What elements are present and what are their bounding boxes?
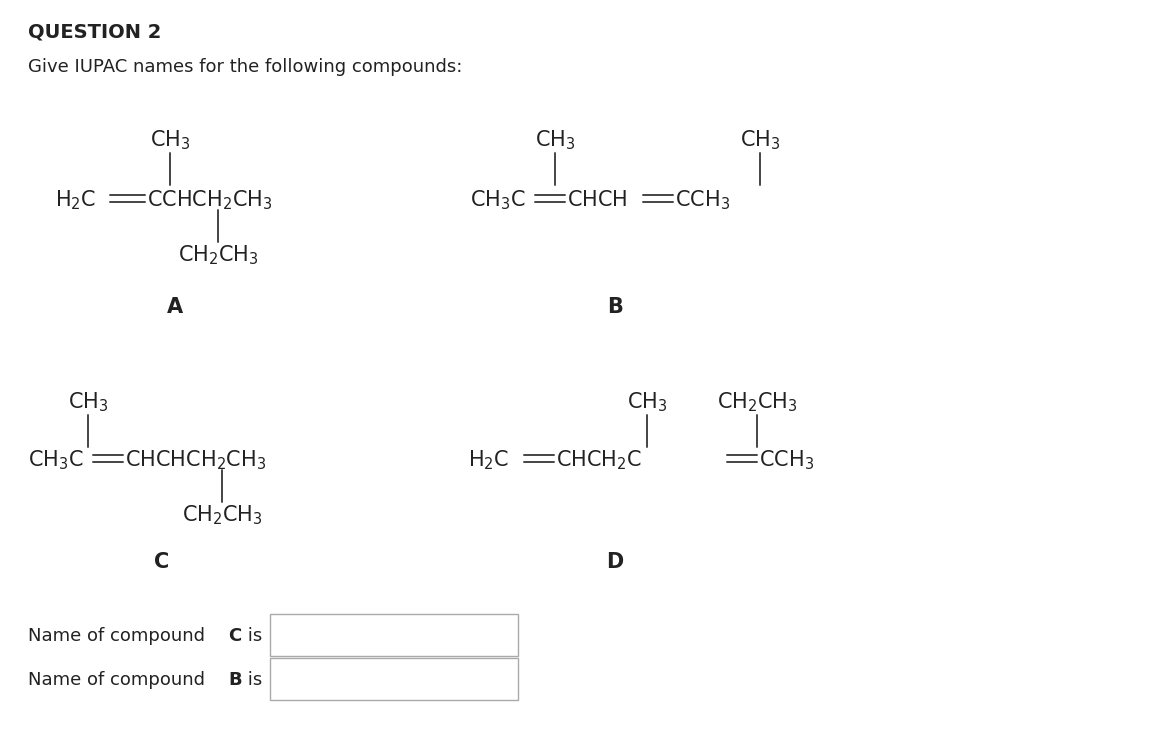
Bar bbox=[271, 658, 518, 700]
Text: $\mathregular{CH_2CH_3}$: $\mathregular{CH_2CH_3}$ bbox=[181, 503, 262, 527]
Text: $\mathregular{CCH_3}$: $\mathregular{CCH_3}$ bbox=[675, 188, 731, 212]
Text: A: A bbox=[166, 297, 183, 317]
Text: is: is bbox=[242, 627, 262, 645]
Text: Name of compound: Name of compound bbox=[28, 671, 210, 689]
Text: $\mathregular{CH_3}$: $\mathregular{CH_3}$ bbox=[150, 128, 191, 152]
Text: B: B bbox=[607, 297, 623, 317]
Text: $\mathregular{CHCH_2C}$: $\mathregular{CHCH_2C}$ bbox=[556, 448, 642, 472]
Text: $\mathregular{CCH_3}$: $\mathregular{CCH_3}$ bbox=[759, 448, 814, 472]
Text: B: B bbox=[228, 671, 242, 689]
Text: C: C bbox=[228, 627, 242, 645]
Text: $\mathregular{CH_2CH_3}$: $\mathregular{CH_2CH_3}$ bbox=[717, 391, 798, 414]
Text: is: is bbox=[242, 671, 262, 689]
Text: $\mathregular{CH_3C}$: $\mathregular{CH_3C}$ bbox=[28, 448, 83, 472]
Bar bbox=[271, 614, 518, 656]
Text: $\mathregular{H_2C}$: $\mathregular{H_2C}$ bbox=[468, 448, 509, 472]
Text: QUESTION 2: QUESTION 2 bbox=[28, 22, 162, 41]
Text: $\mathregular{CH_3}$: $\mathregular{CH_3}$ bbox=[68, 391, 109, 414]
Text: $\mathregular{CH_2CH_3}$: $\mathregular{CH_2CH_3}$ bbox=[178, 243, 259, 266]
Text: $\mathregular{CHCH}$: $\mathregular{CHCH}$ bbox=[566, 190, 628, 210]
Text: $\mathregular{CH_3}$: $\mathregular{CH_3}$ bbox=[627, 391, 667, 414]
Text: $\mathregular{CCHCH_2CH_3}$: $\mathregular{CCHCH_2CH_3}$ bbox=[147, 188, 273, 212]
Text: $\mathregular{CH_3}$: $\mathregular{CH_3}$ bbox=[740, 128, 780, 152]
Text: $\mathregular{CH_3}$: $\mathregular{CH_3}$ bbox=[535, 128, 576, 152]
Text: Name of compound: Name of compound bbox=[28, 627, 210, 645]
Text: C: C bbox=[155, 552, 170, 572]
Text: Give IUPAC names for the following compounds:: Give IUPAC names for the following compo… bbox=[28, 58, 462, 76]
Text: $\mathregular{CH_3C}$: $\mathregular{CH_3C}$ bbox=[470, 188, 526, 212]
Text: D: D bbox=[607, 552, 623, 572]
Text: $\mathregular{CHCHCH_2CH_3}$: $\mathregular{CHCHCH_2CH_3}$ bbox=[125, 448, 266, 472]
Text: $\mathregular{H_2C}$: $\mathregular{H_2C}$ bbox=[55, 188, 96, 212]
